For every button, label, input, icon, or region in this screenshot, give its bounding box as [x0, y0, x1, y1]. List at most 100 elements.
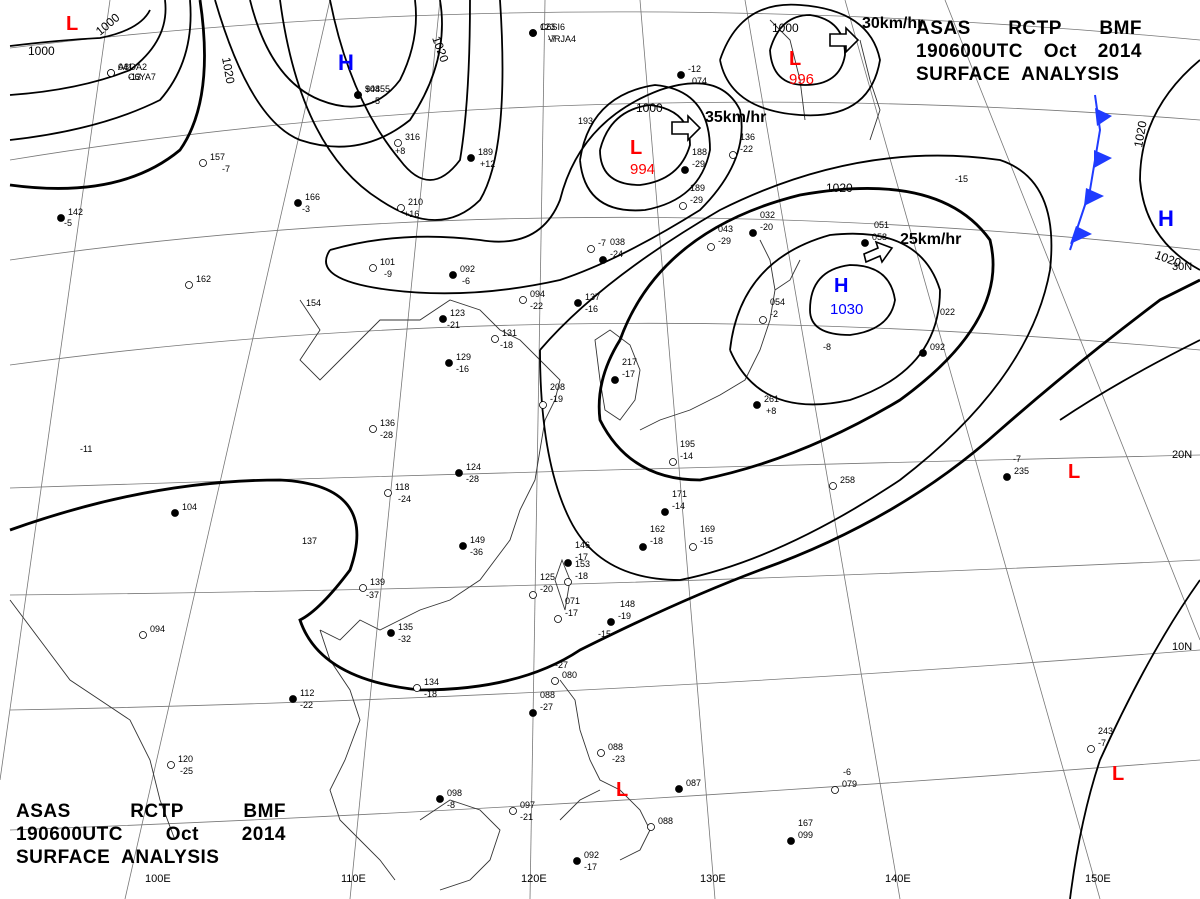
station-circle [661, 508, 669, 516]
station-circle [573, 857, 581, 865]
station-value: -36 [470, 547, 483, 557]
low-marker: L [789, 48, 801, 70]
station-value: 188 [692, 147, 707, 157]
station-circle [529, 591, 537, 599]
station-value: 074 [692, 76, 707, 86]
isobar-1020-se [539, 154, 1053, 581]
station-value: 261 [764, 394, 779, 404]
station-value: -6 [843, 767, 851, 777]
station-value: -22 [740, 144, 753, 154]
station-value: A8OA2 [118, 62, 147, 72]
station-value: -21 [447, 320, 460, 330]
cold-front [1069, 94, 1112, 251]
station-circle [554, 615, 562, 623]
arrow-994 [671, 114, 702, 142]
header-month: Oct [1043, 41, 1077, 62]
station-circle [384, 489, 392, 497]
coast-japan [639, 239, 801, 431]
coastlines [9, 19, 881, 891]
header-title: SURFACE ANALYSIS [916, 64, 1120, 85]
isobar-1020-north-a [214, 0, 443, 148]
low-pressure-value: 994 [630, 161, 655, 178]
station-circle [455, 469, 463, 477]
station-value: -15 [955, 174, 968, 184]
station-circle [359, 584, 367, 592]
isobar-994-inner-2 [579, 84, 711, 212]
lat-line-20n [9, 454, 1200, 489]
front-triangle-2 [1094, 150, 1112, 168]
station-value: -5 [64, 218, 72, 228]
header-time: 190600UTC [916, 41, 1023, 62]
station-circle [107, 69, 115, 77]
station-value: 088 [658, 816, 673, 826]
station-circle [689, 543, 697, 551]
station-value: 149 [470, 535, 485, 545]
station-circle [413, 684, 421, 692]
station-value: 195 [680, 439, 695, 449]
station-value: -32 [398, 634, 411, 644]
station-value: 032 [760, 210, 775, 220]
station-value: -5 [372, 96, 380, 106]
station-value: 243 [1098, 726, 1113, 736]
header-center: RCTP [1008, 18, 1062, 39]
station-circle [787, 837, 795, 845]
station-value: -7 [1013, 454, 1021, 464]
lon-line-110e [349, 0, 441, 899]
isobar-label: 1020 [219, 56, 237, 85]
lon-line-150e [844, 0, 1101, 899]
station-circle [551, 677, 559, 685]
station-value: +16 [404, 209, 419, 219]
station-circle [509, 807, 517, 815]
station-value: -17 [622, 369, 635, 379]
station-value: -16 [585, 304, 598, 314]
station-value: 101 [380, 257, 395, 267]
station-value: -28 [380, 430, 393, 440]
station-value: -12 [688, 64, 701, 74]
station-value: 135 [398, 622, 413, 632]
station-value: 137 [585, 292, 600, 302]
station-value: 171 [672, 489, 687, 499]
lat-line-15n [9, 559, 1200, 596]
station-value: 142 [68, 207, 83, 217]
coast-kamchatka [859, 39, 881, 141]
station-circle [167, 761, 175, 769]
station-value: 104 [182, 502, 197, 512]
station-value: 189 [690, 183, 705, 193]
station-value: 208 [550, 382, 565, 392]
station-circle [861, 239, 869, 247]
station-circle [597, 749, 605, 757]
station-value: 022 [940, 307, 955, 317]
station-value: 112 [300, 688, 314, 698]
station-circle [387, 629, 395, 637]
station-value: 094 [150, 624, 165, 634]
isobar-east-1 [1059, 339, 1200, 421]
station-circle [829, 482, 837, 490]
station-value: VRJA4 [548, 34, 576, 44]
station-circle [1003, 473, 1011, 481]
lon-label: 130E [700, 873, 726, 885]
station-circle [611, 376, 619, 384]
station-value: +12 [480, 159, 495, 169]
isobar-north-trough [329, 0, 471, 181]
coast-borneo [419, 799, 501, 891]
station-value: -13 [128, 72, 141, 82]
station-value: -18 [500, 340, 513, 350]
station-value: 235 [1014, 466, 1029, 476]
station-value: -24 [398, 494, 411, 504]
isobar-nw-2 [9, 0, 192, 141]
station-circle [449, 271, 457, 279]
station-value: -15 [700, 536, 713, 546]
station-value: 137 [302, 536, 317, 546]
station-value: 125 [540, 572, 555, 582]
station-value: -17 [575, 552, 588, 562]
motion-label-1030: 25km/hr [900, 231, 961, 248]
station-value: -27 [540, 702, 553, 712]
coast-indochina [319, 629, 396, 881]
isobar-north-c [279, 0, 504, 221]
station-value: 038 [610, 237, 625, 247]
station-value: 162 [196, 274, 211, 284]
arrow-996 [829, 26, 860, 54]
isobar-label: 1000 [772, 21, 799, 35]
station-value: -14 [672, 501, 685, 511]
